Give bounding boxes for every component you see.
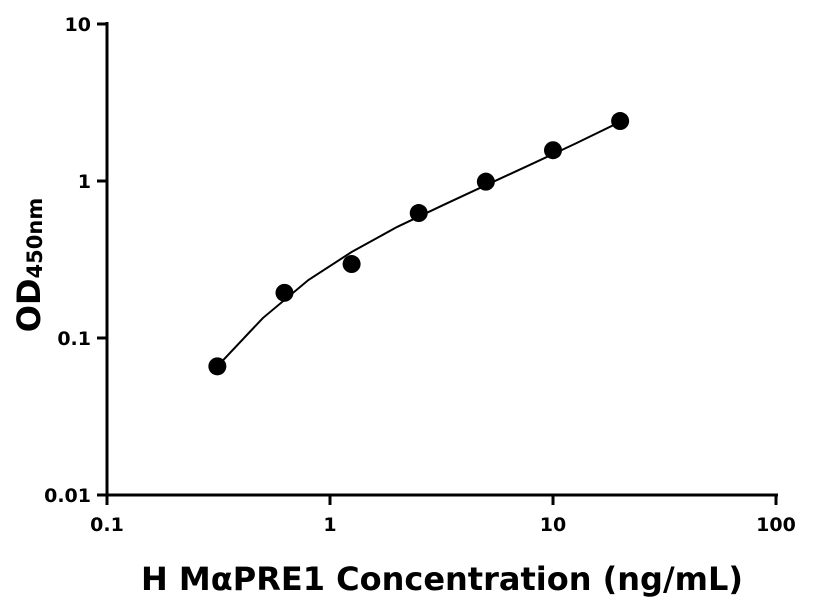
- x-tick-label: 0.1: [90, 514, 124, 536]
- x-axis-title: H MαPRE1 Concentration (ng/mL): [141, 560, 743, 598]
- x-tick-label: 1: [323, 514, 336, 536]
- fit-curve: [216, 120, 621, 368]
- y-axis-title-main: OD: [10, 278, 48, 332]
- y-axis-title: OD450nm: [10, 198, 48, 332]
- data-point: [476, 172, 495, 191]
- y-tick-label: 0.01: [44, 485, 91, 507]
- data-point: [544, 141, 562, 160]
- data-point: [342, 255, 361, 274]
- data-point: [275, 283, 294, 302]
- y-axis-title-sub: 450nm: [23, 198, 47, 279]
- data-point: [208, 357, 227, 376]
- y-tick-label: 1: [78, 171, 91, 193]
- data-point: [611, 112, 630, 131]
- x-tick-label: 10: [540, 514, 566, 536]
- y-tick-label: 0.1: [57, 328, 91, 350]
- y-tick-label: 10: [65, 14, 91, 36]
- x-tick-label: 100: [756, 514, 796, 536]
- data-point: [409, 204, 428, 223]
